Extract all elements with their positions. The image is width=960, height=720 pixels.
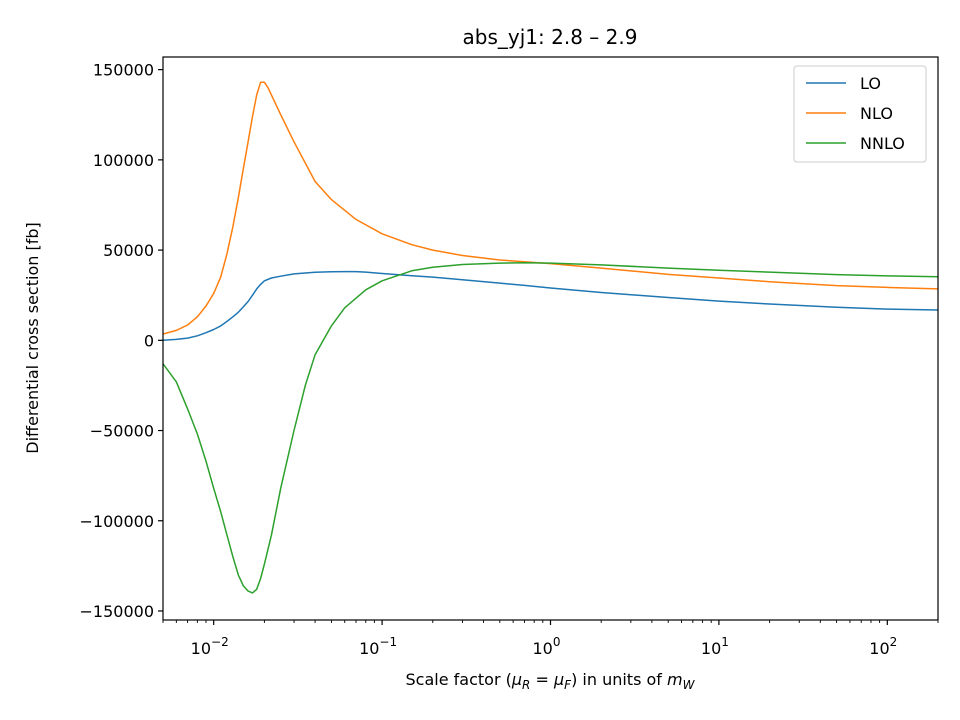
- x-axis-label: Scale factor (μR = μF) in units of mW: [406, 670, 696, 692]
- y-tick-label: 0: [144, 331, 154, 350]
- y-tick-label: 150000: [93, 61, 154, 80]
- y-tick-label: −50000: [90, 422, 154, 441]
- x-axis: 10−2 10−1 100 101 102: [162, 620, 939, 658]
- y-tick-label: 50000: [103, 241, 154, 260]
- y-tick-label: 100000: [93, 151, 154, 170]
- plot-area: [163, 81, 938, 594]
- legend: LO NLO NNLO: [793, 65, 927, 163]
- x-tick-label: 101: [701, 635, 729, 658]
- x-tick-label: 10−1: [359, 635, 397, 658]
- y-tick-label: −150000: [80, 602, 154, 621]
- legend-label: NNLO: [860, 134, 905, 153]
- series-line-nlo: [163, 81, 938, 335]
- plot-frame: [162, 56, 939, 621]
- x-tick-label: 100: [533, 635, 561, 658]
- chart-title: abs_yj1: 2.8 – 2.9: [463, 25, 638, 49]
- y-tick-label: −100000: [80, 512, 154, 531]
- y-axis: 150000 100000 50000 0 −50000 −100000 −150000: [80, 61, 163, 621]
- legend-label: NLO: [860, 104, 893, 123]
- series-line-nnlo: [163, 261, 938, 594]
- y-axis-label: Differential cross section [fb]: [23, 222, 42, 453]
- legend-label: LO: [860, 74, 881, 93]
- x-tick-label: 102: [869, 635, 897, 658]
- x-tick-label: 10−2: [191, 635, 229, 658]
- series-line-lo: [163, 270, 938, 342]
- legend-box: [793, 65, 927, 163]
